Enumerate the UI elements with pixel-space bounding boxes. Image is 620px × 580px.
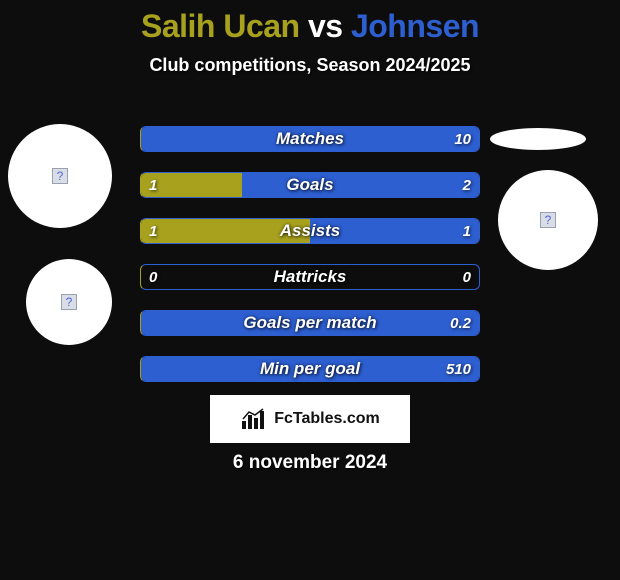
fctables-badge: FcTables.com — [210, 395, 410, 443]
bar-label: Goals per match — [141, 311, 479, 335]
ellipse-decoration — [490, 128, 586, 150]
bar-row: Hattricks0 0 — [140, 264, 480, 290]
bar-value-right: 2 — [463, 173, 471, 197]
bar-value-left: 0 — [149, 265, 157, 289]
bar-row: Matches10 — [140, 126, 480, 152]
avatar-placeholder-left-2: ? — [26, 259, 112, 345]
player2-name: Johnsen — [351, 8, 479, 44]
bar-label: Goals — [141, 173, 479, 197]
bar-label: Assists — [141, 219, 479, 243]
bar-label: Matches — [141, 127, 479, 151]
avatar-placeholder-left-1: ? — [8, 124, 112, 228]
fctables-text: FcTables.com — [274, 410, 380, 428]
bar-value-right: 0.2 — [450, 311, 471, 335]
bar-row: Assists1 1 — [140, 218, 480, 244]
broken-image-icon: ? — [52, 168, 68, 184]
broken-image-icon: ? — [61, 294, 77, 310]
date-text: 6 november 2024 — [0, 452, 620, 474]
bar-label: Hattricks — [141, 265, 479, 289]
bar-value-left: 1 — [149, 219, 157, 243]
bar-value-right: 0 — [463, 265, 471, 289]
bar-value-right: 510 — [446, 357, 471, 381]
broken-image-icon: ? — [540, 212, 556, 228]
comparison-bars: Matches10Goals12Assists11Hattricks00Goal… — [140, 126, 480, 382]
fctables-logo-icon — [240, 407, 268, 431]
bar-row: Goals per match0.2 — [140, 310, 480, 336]
bar-label: Min per goal — [141, 357, 479, 381]
bar-row: Goals1 2 — [140, 172, 480, 198]
player1-name: Salih Ucan — [141, 8, 300, 44]
bar-value-left: 1 — [149, 173, 157, 197]
bar-row: Min per goal510 — [140, 356, 480, 382]
avatar-placeholder-right: ? — [498, 170, 598, 270]
bar-value-right: 1 — [463, 219, 471, 243]
page-title: Salih Ucan vs Johnsen — [0, 0, 620, 45]
vs-text: vs — [308, 8, 343, 44]
subtitle: Club competitions, Season 2024/2025 — [0, 55, 620, 76]
bar-value-right: 10 — [454, 127, 471, 151]
